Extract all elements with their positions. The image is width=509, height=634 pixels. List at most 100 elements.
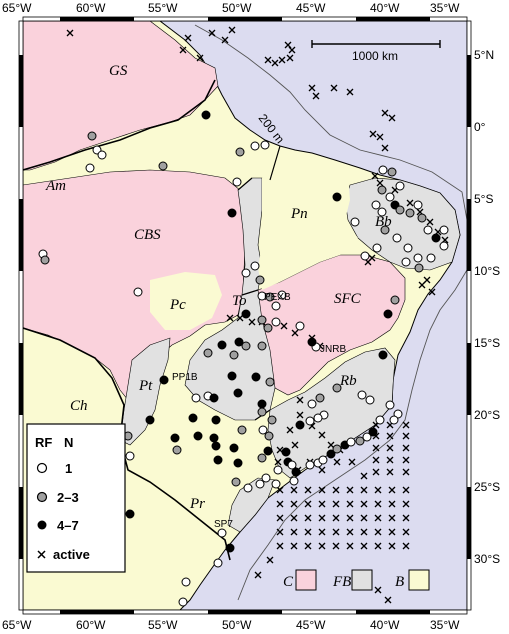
active-cross-55 [318, 466, 326, 474]
lon-labels-top: 65°W 60°W 55°W 50°W 45°W 40°W 35°W [2, 1, 460, 15]
active-cross-99 [304, 528, 312, 536]
rf-station-gray-53 [241, 341, 251, 351]
rf-station-gray-57 [203, 348, 213, 358]
rf-station-gray-72 [265, 377, 275, 387]
unit-key-label-b: B [395, 574, 404, 590]
active-cross-94 [276, 514, 284, 522]
scale-bar-label: 1000 km [352, 49, 398, 63]
active-cross-3 [196, 54, 204, 62]
legend-header-rf: RF [35, 435, 52, 450]
legend-label-2-3: 2–3 [57, 490, 79, 505]
rf-station-white-132 [178, 597, 188, 607]
rf-station-white-46 [271, 301, 281, 311]
rf-station-white-106 [375, 415, 385, 425]
active-cross-120 [402, 528, 410, 536]
rf-station-gray-103 [355, 436, 365, 446]
active-cross-100 [290, 528, 298, 536]
lon-label-65w-top: 65°W [2, 1, 32, 15]
rf-station-white-102 [346, 437, 356, 447]
legend-symbol-black [37, 520, 47, 530]
rf-station-gray-80 [172, 445, 182, 455]
rf-station-white-110 [365, 395, 375, 405]
rf-station-white-23 [413, 200, 423, 210]
active-cross-119 [388, 528, 396, 536]
rf-station-black-91 [281, 447, 291, 457]
active-cross-27 [426, 218, 434, 226]
rf-station-black-26 [431, 233, 441, 243]
active-cross-116 [388, 514, 396, 522]
rf-station-white-124 [261, 473, 271, 483]
active-cross-109 [374, 486, 382, 494]
rf-station-gray-21 [395, 205, 405, 215]
active-cross-44 [296, 411, 304, 419]
active-cross-75 [346, 486, 354, 494]
rf-station-black-85 [213, 455, 223, 465]
rf-station-black-56 [217, 340, 227, 350]
rf-station-white-27 [439, 241, 449, 251]
active-cross-72 [402, 468, 410, 476]
rf-station-gray-45 [265, 292, 275, 302]
rf-station-white-30 [413, 253, 423, 263]
lat-label-0: 0° [474, 120, 486, 134]
rf-station-black-60 [307, 337, 317, 347]
scale-bar: 1000 km [311, 40, 441, 63]
rf-station-gray-37 [414, 263, 424, 273]
legend-symbol-gray [36, 491, 48, 503]
active-cross-79 [290, 486, 298, 494]
rf-station-black-61 [378, 350, 388, 360]
rf-station-black-90 [263, 446, 273, 456]
rf-station-white-25 [423, 225, 433, 235]
active-cross-113 [388, 500, 396, 508]
active-cross-18 [388, 114, 396, 122]
rf-station-gray-117 [315, 393, 325, 403]
active-cross-46 [318, 431, 326, 439]
province-label-pc: Pc [169, 297, 186, 313]
rf-station-white-8 [260, 140, 270, 150]
rf-station-black-105 [368, 427, 378, 437]
rf-station-black-130 [125, 509, 135, 519]
active-cross-8 [271, 59, 279, 67]
rf-station-black-62 [383, 309, 393, 319]
rf-station-white-92 [273, 465, 283, 475]
province-label-cbs: CBS [134, 227, 161, 243]
lon-label-45w-bottom: 45°W [296, 618, 326, 632]
rf-station-white-108 [389, 415, 399, 425]
active-cross-1 [184, 34, 192, 42]
active-cross-112 [374, 500, 382, 508]
active-cross-13 [308, 84, 316, 92]
rf-station-gray-16 [377, 185, 387, 195]
province-label-rb: Rb [339, 373, 357, 389]
rf-station-gray-39 [40, 255, 50, 265]
province-label-pt: Pt [138, 378, 153, 394]
rf-station-gray-4 [158, 161, 168, 171]
active-cross-105 [318, 542, 326, 550]
active-cross-82 [346, 500, 354, 508]
rf-station-black-82 [211, 415, 221, 425]
rf-station-white-111 [385, 400, 395, 410]
rf-station-black-69 [227, 371, 237, 381]
active-cross-71 [402, 456, 410, 464]
legend-label-4-7: 4–7 [57, 518, 79, 533]
rf-station-black-68 [188, 413, 198, 423]
rf-station-black-81 [193, 431, 203, 441]
lat-label-10s: 10°S [474, 264, 500, 278]
active-cross-103 [346, 542, 354, 550]
active-cross-22 [371, 172, 379, 180]
rf-station-white-31 [403, 243, 413, 253]
rf-station-gray-33 [380, 225, 390, 235]
rf-station-gray-6 [235, 147, 245, 157]
rf-station-white-65 [191, 393, 201, 403]
rf-station-black-95 [291, 467, 301, 477]
active-cross-104 [332, 542, 340, 550]
active-cross-21 [381, 144, 389, 152]
active-cross-85 [304, 500, 312, 508]
rf-station-black-86 [229, 443, 239, 453]
rf-station-gray-43 [255, 275, 265, 285]
unit-key-swatch-b [408, 569, 430, 591]
active-cross-86 [290, 500, 298, 508]
map-panel: 200 m PEXB JNRB PP1B SP7 GS Am CBS Pn Bb… [23, 21, 467, 610]
active-cross-84 [318, 500, 326, 508]
active-cross-19 [369, 130, 377, 138]
rf-station-white-113 [313, 413, 323, 423]
province-label-am: Am [45, 178, 66, 194]
